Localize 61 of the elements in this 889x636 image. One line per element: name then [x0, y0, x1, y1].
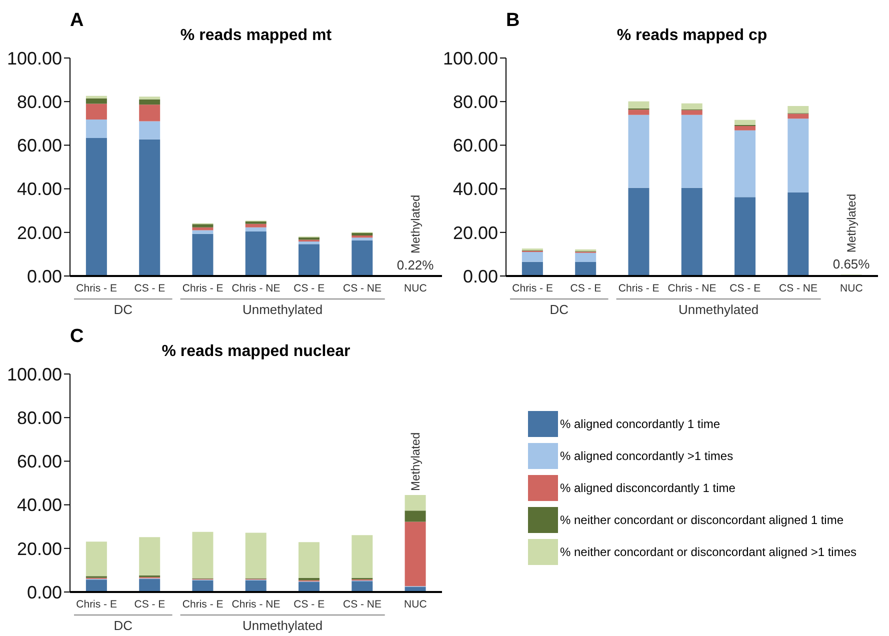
- y-tick-label: 80.00: [16, 408, 62, 428]
- y-tick-label: 40.00: [16, 179, 62, 200]
- x-tick-label: CS - E: [134, 282, 166, 294]
- x-tick-label: NUC: [404, 598, 428, 610]
- y-tick-label: 80.00: [16, 92, 62, 112]
- x-tick-label: Chris - E: [182, 598, 224, 610]
- y-tick-label: 100.00: [442, 48, 498, 68]
- y-tick-label: 0.00: [462, 266, 498, 286]
- x-tick-label: Chris - E: [76, 282, 117, 294]
- y-tick-label: 40.00: [452, 179, 498, 200]
- y-tick-label: 0.00: [26, 266, 62, 286]
- y-tick-label: 80.00: [452, 92, 498, 112]
- text: C: [70, 326, 84, 347]
- y-tick-label: 40.00: [16, 495, 62, 516]
- y-tick-label: 60.00: [16, 136, 62, 156]
- text: Unmethylated: [242, 302, 323, 317]
- legend-label: % neither concordant or disconcordant aligned >1 times: [560, 545, 857, 559]
- chart-title: % reads mapped cp: [616, 27, 768, 44]
- x-tick-label: Chris - E: [618, 282, 660, 294]
- x-tick-label: NUC: [404, 282, 428, 294]
- x-tick-label: CS - NE: [779, 282, 818, 294]
- text: A: [70, 10, 84, 31]
- x-tick-label: NUC: [840, 282, 864, 294]
- y-tick-label: 20.00: [16, 222, 62, 243]
- y-tick-label: 20.00: [16, 538, 62, 559]
- x-tick-label: Chris - NE: [232, 282, 280, 294]
- legend-label: % aligned concordantly >1 times: [560, 449, 734, 463]
- y-tick-label: 20.00: [452, 222, 498, 243]
- chart-title: % reads mapped nuclear: [162, 343, 350, 360]
- legend-label: % neither concordant or disconcordant aligned 1 time: [560, 513, 844, 527]
- text: Unmethylated: [678, 302, 759, 317]
- x-tick-label: Chris - NE: [232, 598, 280, 610]
- x-tick-label: Chris - E: [512, 282, 553, 294]
- x-tick-label: Chris - NE: [668, 282, 716, 294]
- total-label: 0.65%: [832, 256, 870, 272]
- text: B: [506, 10, 520, 31]
- annotation: Methylated: [408, 432, 422, 491]
- y-tick-label: 60.00: [16, 452, 62, 472]
- text: DC: [114, 618, 133, 633]
- text: Unmethylated: [242, 618, 323, 633]
- x-tick-label: CS - E: [294, 598, 325, 610]
- x-tick-label: CS - NE: [343, 598, 382, 610]
- annotation: Methylated: [844, 194, 858, 253]
- x-tick-label: Chris - E: [76, 598, 117, 610]
- chart-title: % reads mapped mt: [180, 27, 332, 44]
- x-tick-label: CS - E: [294, 282, 325, 294]
- legend-label: % aligned concordantly 1 time: [560, 417, 720, 431]
- x-tick-label: CS - NE: [343, 282, 382, 294]
- y-tick-label: 100.00: [6, 364, 62, 384]
- annotation: Methylated: [408, 194, 422, 254]
- legend-label: % aligned disconcordantly 1 time: [560, 481, 736, 495]
- total-label: 0.22%: [396, 258, 434, 273]
- x-tick-label: CS - E: [134, 598, 166, 610]
- y-tick-label: 100.00: [6, 48, 62, 68]
- x-tick-label: CS - E: [570, 282, 602, 294]
- y-tick-label: 0.00: [26, 582, 62, 602]
- text: DC: [114, 302, 133, 317]
- x-tick-label: CS - E: [730, 282, 761, 294]
- y-tick-label: 60.00: [452, 136, 498, 156]
- x-tick-label: Chris - E: [182, 282, 224, 294]
- text: DC: [550, 302, 569, 317]
